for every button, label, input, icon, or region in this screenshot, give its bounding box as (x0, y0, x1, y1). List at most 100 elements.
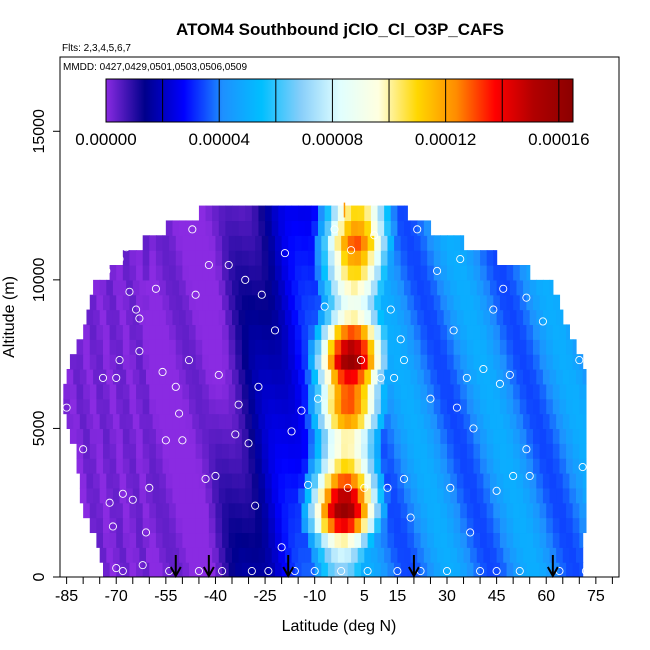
heatmap-cell (251, 413, 260, 430)
heatmap-cell (519, 324, 527, 340)
heatmap-cell (404, 309, 412, 326)
heatmap-cell (238, 309, 246, 326)
heatmap-cell (347, 502, 355, 519)
heatmap-cell (251, 473, 260, 489)
heatmap-cell (370, 279, 379, 296)
heatmap-cell (281, 517, 289, 534)
heatmap-cell (198, 205, 207, 222)
heatmap-cell (546, 383, 554, 400)
heatmap-cell (202, 398, 210, 415)
heatmap-cell (228, 562, 236, 577)
heatmap-cell (450, 309, 458, 326)
observation-point (492, 486, 501, 495)
heatmap-cell (387, 339, 395, 355)
heatmap-cell (116, 354, 124, 370)
heatmap-cell (341, 324, 349, 340)
heatmap-cell (155, 235, 164, 251)
heatmap-cell (433, 562, 441, 577)
heatmap-cell (354, 458, 362, 474)
heatmap-cell (447, 517, 455, 534)
heatmap-cell (122, 339, 131, 355)
heatmap-cell (301, 265, 309, 281)
colorbar-tick-label: 0.00000 (75, 130, 136, 149)
heatmap-cell (496, 279, 504, 296)
heatmap-cell (241, 517, 250, 534)
heatmap-cell (146, 279, 154, 296)
heatmap-cell (116, 324, 124, 340)
heatmap-cell (354, 324, 362, 340)
heatmap-cell (433, 339, 441, 355)
heatmap-cell (387, 235, 395, 251)
heatmap-cell (572, 458, 580, 474)
heatmap-cell (413, 235, 422, 251)
heatmap-cell (496, 547, 504, 563)
heatmap-cell (407, 354, 415, 370)
heatmap-cell (380, 250, 389, 266)
heatmap-cell (347, 324, 355, 340)
heatmap-cell (407, 428, 415, 444)
heatmap-cell (503, 547, 511, 563)
heatmap-cell (149, 294, 157, 311)
heatmap-cell (334, 532, 342, 548)
observation-point (370, 231, 379, 240)
arrow-marker-head (202, 566, 215, 579)
heatmap-cell (248, 324, 256, 340)
heatmap-cell (215, 235, 223, 251)
heatmap-cell (238, 369, 246, 385)
observation-point (241, 275, 250, 284)
heatmap-cell (473, 354, 481, 370)
heatmap-cell (397, 205, 405, 222)
observation-point (505, 370, 514, 379)
heatmap-cell (109, 383, 117, 400)
heatmap-cell (162, 324, 170, 340)
observation-point (383, 483, 392, 492)
heatmap-cell (265, 205, 273, 222)
heatmap-cell (142, 250, 150, 266)
heatmap-cell (83, 458, 91, 474)
heatmap-cell (493, 562, 501, 577)
heatmap-cell (301, 562, 309, 577)
heatmap-cell (288, 458, 296, 474)
heatmap-cell (142, 517, 150, 534)
plot-frame (59, 56, 620, 578)
heatmap-cell (129, 339, 137, 355)
heatmap-cell (562, 413, 570, 430)
heatmap-cell (182, 383, 190, 400)
heatmap-cell (255, 428, 263, 444)
observation-point (69, 290, 78, 299)
heatmap-cell (182, 502, 190, 519)
heatmap-cell (552, 354, 561, 370)
heatmap-cell (294, 324, 303, 340)
heatmap-cell (298, 473, 306, 489)
observation-point (231, 430, 240, 439)
heatmap-cell (566, 502, 574, 519)
heatmap-cell (189, 532, 197, 548)
heatmap-cell (420, 383, 428, 400)
heatmap-cell (526, 354, 534, 370)
heatmap-cell (93, 413, 101, 430)
heatmap-cell (288, 383, 296, 400)
heatmap-cell (361, 502, 369, 519)
heatmap-cell (536, 473, 544, 489)
heatmap-cell (533, 517, 541, 534)
heatmap-cell (136, 250, 144, 266)
heatmap-cell (463, 413, 471, 430)
heatmap-cell (397, 547, 405, 563)
heatmap-cell (466, 458, 475, 474)
heatmap-cell (546, 458, 554, 474)
heatmap-cell (96, 458, 104, 474)
heatmap-cell (103, 398, 111, 415)
heatmap-cell (275, 532, 283, 548)
heatmap-cell (324, 205, 332, 222)
heatmap-cell (562, 487, 570, 504)
heatmap-cell (321, 532, 329, 548)
x-tick-label: -55 (154, 588, 177, 605)
heatmap-cell (106, 487, 114, 504)
heatmap-cell (129, 502, 137, 519)
heatmap-cell (453, 250, 461, 266)
heatmap-cell (466, 443, 475, 459)
heatmap-cell (311, 309, 319, 326)
heatmap-cell (374, 458, 382, 474)
heatmap-cell (361, 339, 369, 355)
heatmap-cell (265, 309, 273, 326)
